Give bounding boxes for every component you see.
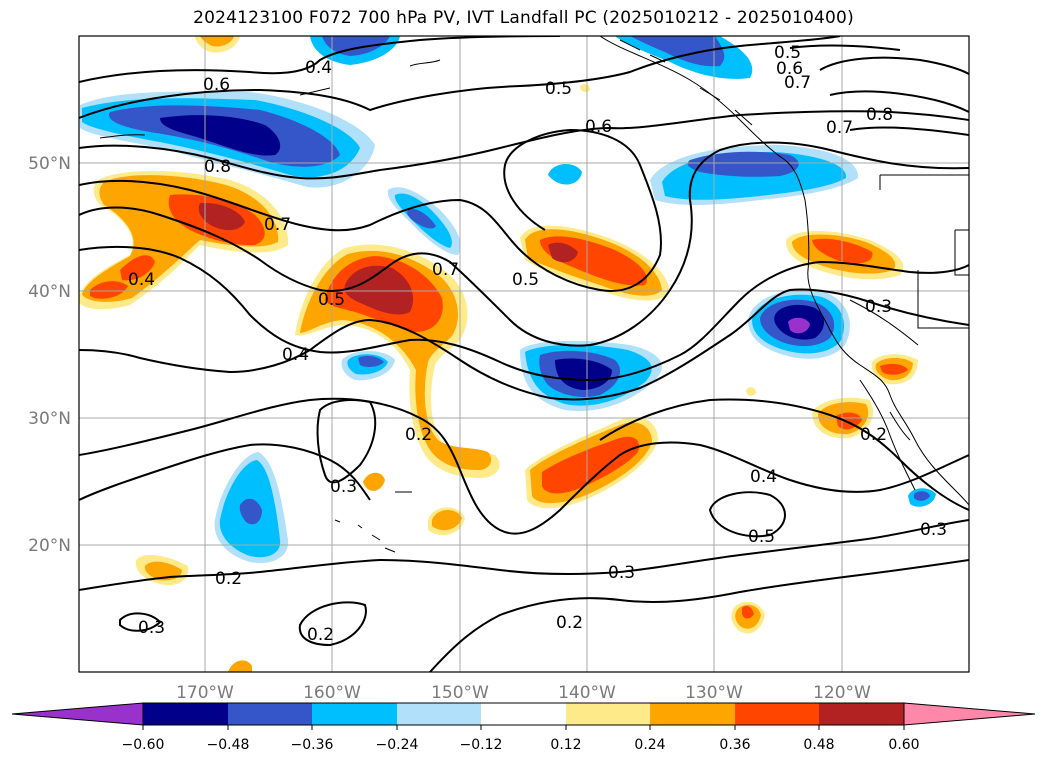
lat-label: 30°N [28, 409, 71, 429]
svg-text:0.5: 0.5 [774, 43, 801, 63]
colorbar-bin [566, 703, 650, 725]
colorbar-tick: 0.48 [803, 737, 834, 753]
svg-text:0.3: 0.3 [138, 618, 165, 638]
colorbar-tick: −0.36 [291, 737, 334, 753]
svg-text:0.3: 0.3 [865, 297, 892, 317]
svg-text:0.2: 0.2 [860, 425, 887, 445]
svg-text:0.4: 0.4 [282, 345, 309, 365]
svg-text:0.3: 0.3 [330, 477, 357, 497]
lat-label: 40°N [28, 282, 71, 302]
colorbar-bin [143, 703, 228, 725]
coastlines [99, 36, 969, 553]
colorbar-bin [735, 703, 819, 725]
svg-text:0.8: 0.8 [866, 105, 893, 125]
svg-text:0.4: 0.4 [750, 467, 777, 487]
contour-labels: 0.6 0.4 0.5 0.5 0.6 0.7 0.8 0.8 0.7 0.6 … [128, 43, 947, 645]
svg-text:0.6: 0.6 [776, 59, 803, 79]
colorbar-tick: −0.24 [376, 737, 419, 753]
svg-text:0.5: 0.5 [318, 290, 345, 310]
svg-text:0.7: 0.7 [784, 73, 811, 93]
svg-text:0.2: 0.2 [556, 613, 583, 633]
colorbar-tick: 0.60 [888, 737, 919, 753]
latitude-labels: 50°N 40°N 30°N 20°N [28, 154, 71, 556]
svg-text:0.3: 0.3 [920, 520, 947, 540]
lon-label: 150°W [431, 683, 489, 703]
colorbar-tick: −0.12 [460, 737, 503, 753]
svg-text:0.2: 0.2 [405, 425, 432, 445]
svg-text:0.3: 0.3 [608, 563, 635, 583]
svg-text:0.6: 0.6 [203, 75, 230, 95]
longitude-labels: 170°W 160°W 150°W 140°W 130°W 120°W [176, 683, 871, 703]
lon-label: 160°W [303, 683, 361, 703]
map-title: 2024123100 F072 700 hPa PV, IVT Landfall… [193, 8, 854, 28]
colorbar-tick: 0.24 [634, 737, 665, 753]
colorbar-bin [228, 703, 312, 725]
colorbar-tick: 0.36 [719, 737, 750, 753]
map-plot-area: 0.6 0.4 0.5 0.5 0.6 0.7 0.8 0.8 0.7 0.6 … [79, 36, 969, 672]
lon-label: 170°W [176, 683, 234, 703]
colorbar-bin [312, 703, 397, 725]
svg-text:0.8: 0.8 [204, 157, 231, 177]
svg-text:0.7: 0.7 [432, 260, 459, 280]
svg-text:0.5: 0.5 [748, 527, 775, 547]
svg-text:0.7: 0.7 [264, 215, 291, 235]
svg-text:0.4: 0.4 [305, 58, 332, 78]
colorbar-bin [397, 703, 481, 725]
svg-text:0.5: 0.5 [545, 79, 572, 99]
colorbar-tick: −0.48 [207, 737, 250, 753]
colorbar-tick: −0.60 [122, 737, 165, 753]
map-frame [78, 35, 970, 673]
lon-label: 130°W [685, 683, 743, 703]
svg-text:0.6: 0.6 [585, 117, 612, 137]
pv-contours [79, 36, 969, 672]
svg-text:0.7: 0.7 [826, 118, 853, 138]
colorbar-extend-low [11, 702, 144, 726]
colorbar-bin [819, 703, 904, 725]
lat-label: 50°N [28, 154, 71, 174]
shading-layer [79, 36, 936, 672]
lon-label: 120°W [813, 683, 871, 703]
svg-text:0.5: 0.5 [512, 270, 539, 290]
colorbar-bin [650, 703, 735, 725]
svg-text:0.2: 0.2 [215, 569, 242, 589]
colorbar-extend-high [903, 702, 1036, 726]
lon-label: 140°W [558, 683, 616, 703]
colorbar: −0.60 −0.48 −0.36 −0.24 −0.12 0.12 0.24 … [11, 702, 1036, 753]
colorbar-tick: 0.12 [550, 737, 581, 753]
svg-text:0.2: 0.2 [307, 625, 334, 645]
lat-label: 20°N [28, 536, 71, 556]
colorbar-bin [481, 703, 566, 725]
svg-text:0.4: 0.4 [128, 270, 155, 290]
